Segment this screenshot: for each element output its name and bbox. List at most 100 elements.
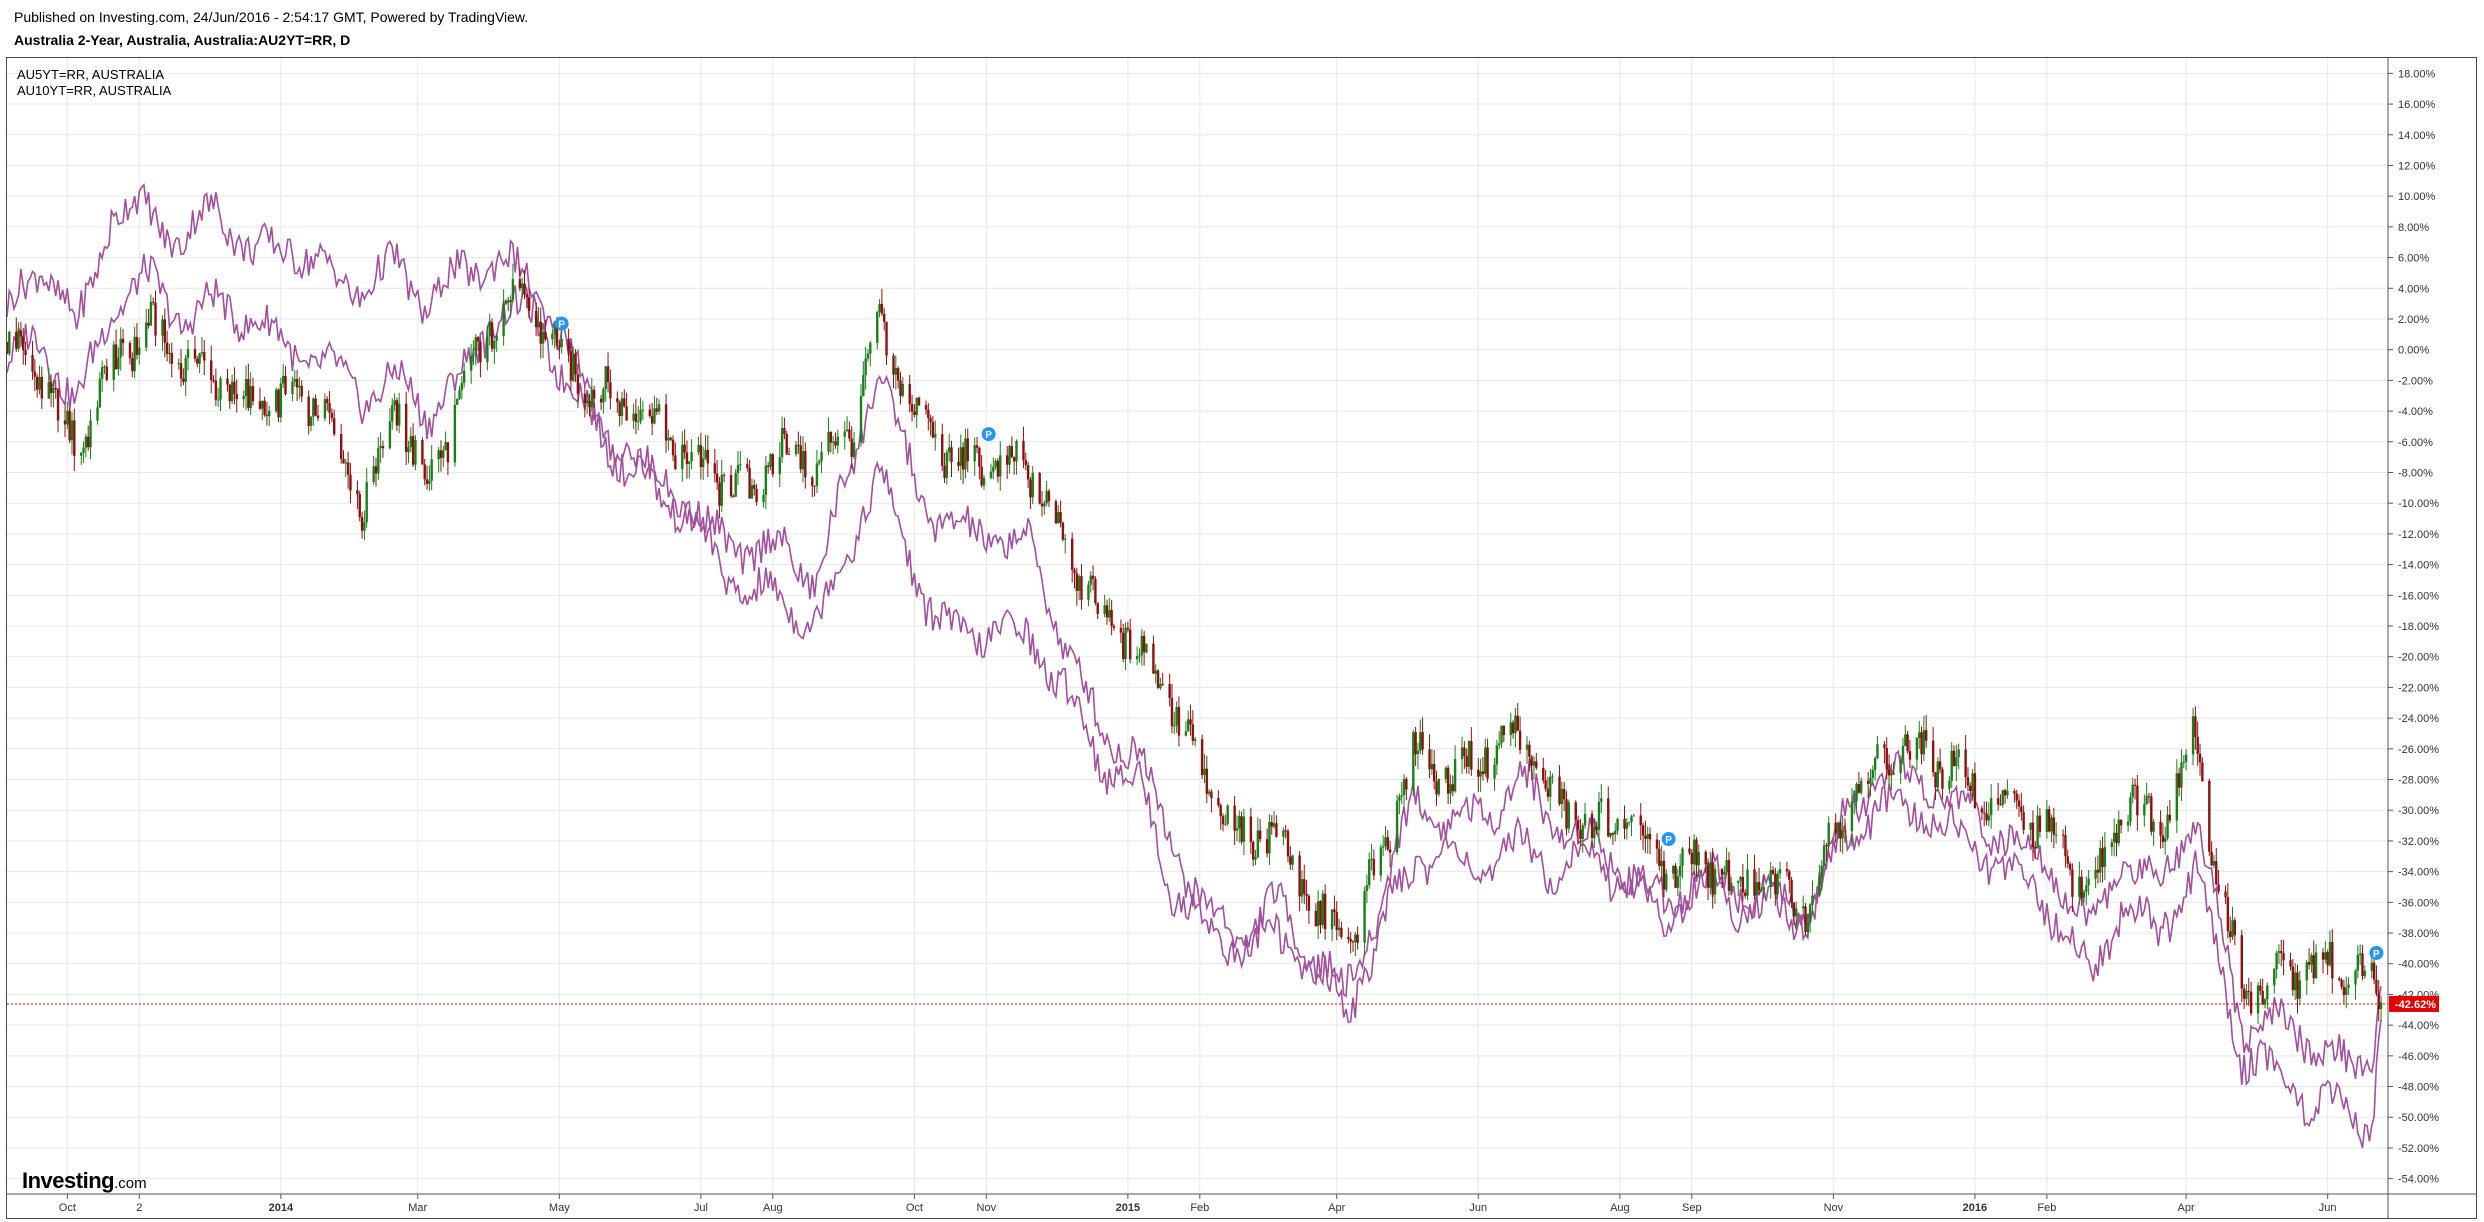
candle-up [1402,778,1406,796]
candle-down [1674,866,1677,888]
x-tick-label: Jun [2319,1202,2337,1214]
candle-down [783,428,786,434]
candle-up [1855,784,1858,802]
candle-up [1730,882,1733,891]
candle-down [2031,822,2035,847]
candle-down [525,294,529,298]
candle-down [980,466,983,486]
candle-up [1173,725,1176,727]
candle-down [555,325,559,346]
candle-down [1289,856,1292,865]
candle-up [1089,575,1092,585]
candle-up [2166,814,2169,839]
candle-down [616,398,619,403]
candle-down [7,342,9,354]
candle-up [1460,747,1464,760]
candle-down [2340,979,2343,987]
candle-up [537,321,540,328]
candle-up [959,447,962,466]
candle-up [1370,858,1373,860]
candle-up [391,404,394,422]
y-tick-label: 10.00% [2398,191,2436,203]
candle-up [279,383,283,418]
candle-down [1757,882,1761,891]
candle-up [2266,985,2269,1000]
candle-down [395,400,399,426]
candle-up [690,451,693,462]
candle-down [2061,834,2065,836]
candle-down [829,431,833,443]
candle-down [333,418,336,435]
candle-up [639,410,642,422]
candle-up [1899,759,1902,773]
candle-down [1446,767,1450,794]
candle-up [2143,804,2146,816]
candle-up [1087,584,1090,600]
candle-up [1368,859,1371,886]
candle-down [1006,455,1009,465]
candle-down [446,442,450,463]
candle-up [1154,670,1157,674]
y-tick-label: 0.00% [2398,345,2429,357]
candle-down [1999,804,2002,806]
candle-down [295,379,299,388]
candle-up [602,389,605,403]
candle-down [1825,845,1828,847]
candle-down [105,366,108,380]
candle-down [1217,798,1220,806]
candle-up [915,397,918,415]
candle-down [583,393,587,404]
candle-down [715,473,719,483]
candle-down [2047,809,2051,832]
candle-up [1869,777,1872,784]
candle-up [66,410,69,425]
candle-up [1175,706,1178,726]
candle-down [753,485,756,489]
candle-down [804,451,807,478]
y-tick-label: -30.00% [2398,805,2439,817]
candle-down [228,384,231,402]
candle-down [1518,730,1522,750]
candle-up [430,459,433,481]
candle-down [1528,744,1531,757]
candle-up [495,335,498,341]
candle-down [265,415,269,417]
price-chart[interactable]: 18.00% 16.00% 14.00% 12.00% 10.00% 8.00% 6.00%… [7,58,2476,1218]
y-tick-label: -46.00% [2398,1051,2439,1063]
candle-down [1284,830,1287,832]
candle-up [1184,731,1188,736]
candle-down [1219,805,1222,817]
candle-up [1614,830,1617,835]
candle-down [1075,573,1079,591]
candle-down [56,389,60,421]
candle-up [1676,876,1680,888]
candle-down [1920,732,1923,755]
candle-down [931,421,935,438]
candle-down [1275,823,1278,837]
candle-up [184,357,187,382]
candle-up [1904,734,1907,746]
candle-down [479,341,482,363]
candle-down [251,386,255,402]
candle-up [1737,880,1740,883]
candle-down [1349,938,1352,942]
candle-up [2370,962,2373,971]
candle-up [820,451,823,462]
candle-down [961,447,965,470]
candle-up [1525,744,1529,750]
chart-title: Australia 2-Year, Australia, Australia:A… [14,32,351,48]
candle-up [1971,773,1974,792]
candle-up [736,464,740,474]
candle-down [2247,990,2250,992]
candle-up [82,447,85,453]
candle-up [1363,891,1366,943]
candle-up [720,474,723,506]
candle-up [2006,791,2009,796]
candle-up [862,375,865,396]
candle-down [1038,472,1041,504]
candle-down [1969,785,1972,792]
candle-down [655,408,658,412]
candle-up [1437,778,1441,795]
candle-up [309,416,313,426]
candle-up [89,420,92,448]
